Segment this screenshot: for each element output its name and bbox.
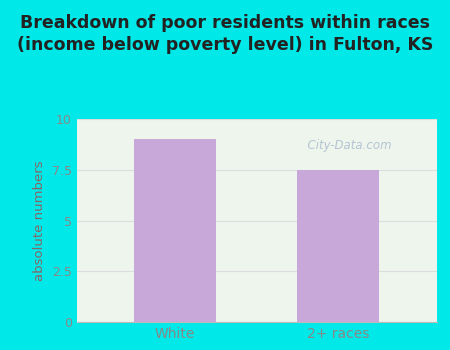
Bar bbox=[134, 139, 216, 322]
Bar bbox=[297, 170, 379, 322]
Text: Breakdown of poor residents within races
(income below poverty level) in Fulton,: Breakdown of poor residents within races… bbox=[17, 14, 433, 54]
Y-axis label: absolute numbers: absolute numbers bbox=[33, 160, 46, 281]
Text: City-Data.com: City-Data.com bbox=[300, 139, 392, 152]
